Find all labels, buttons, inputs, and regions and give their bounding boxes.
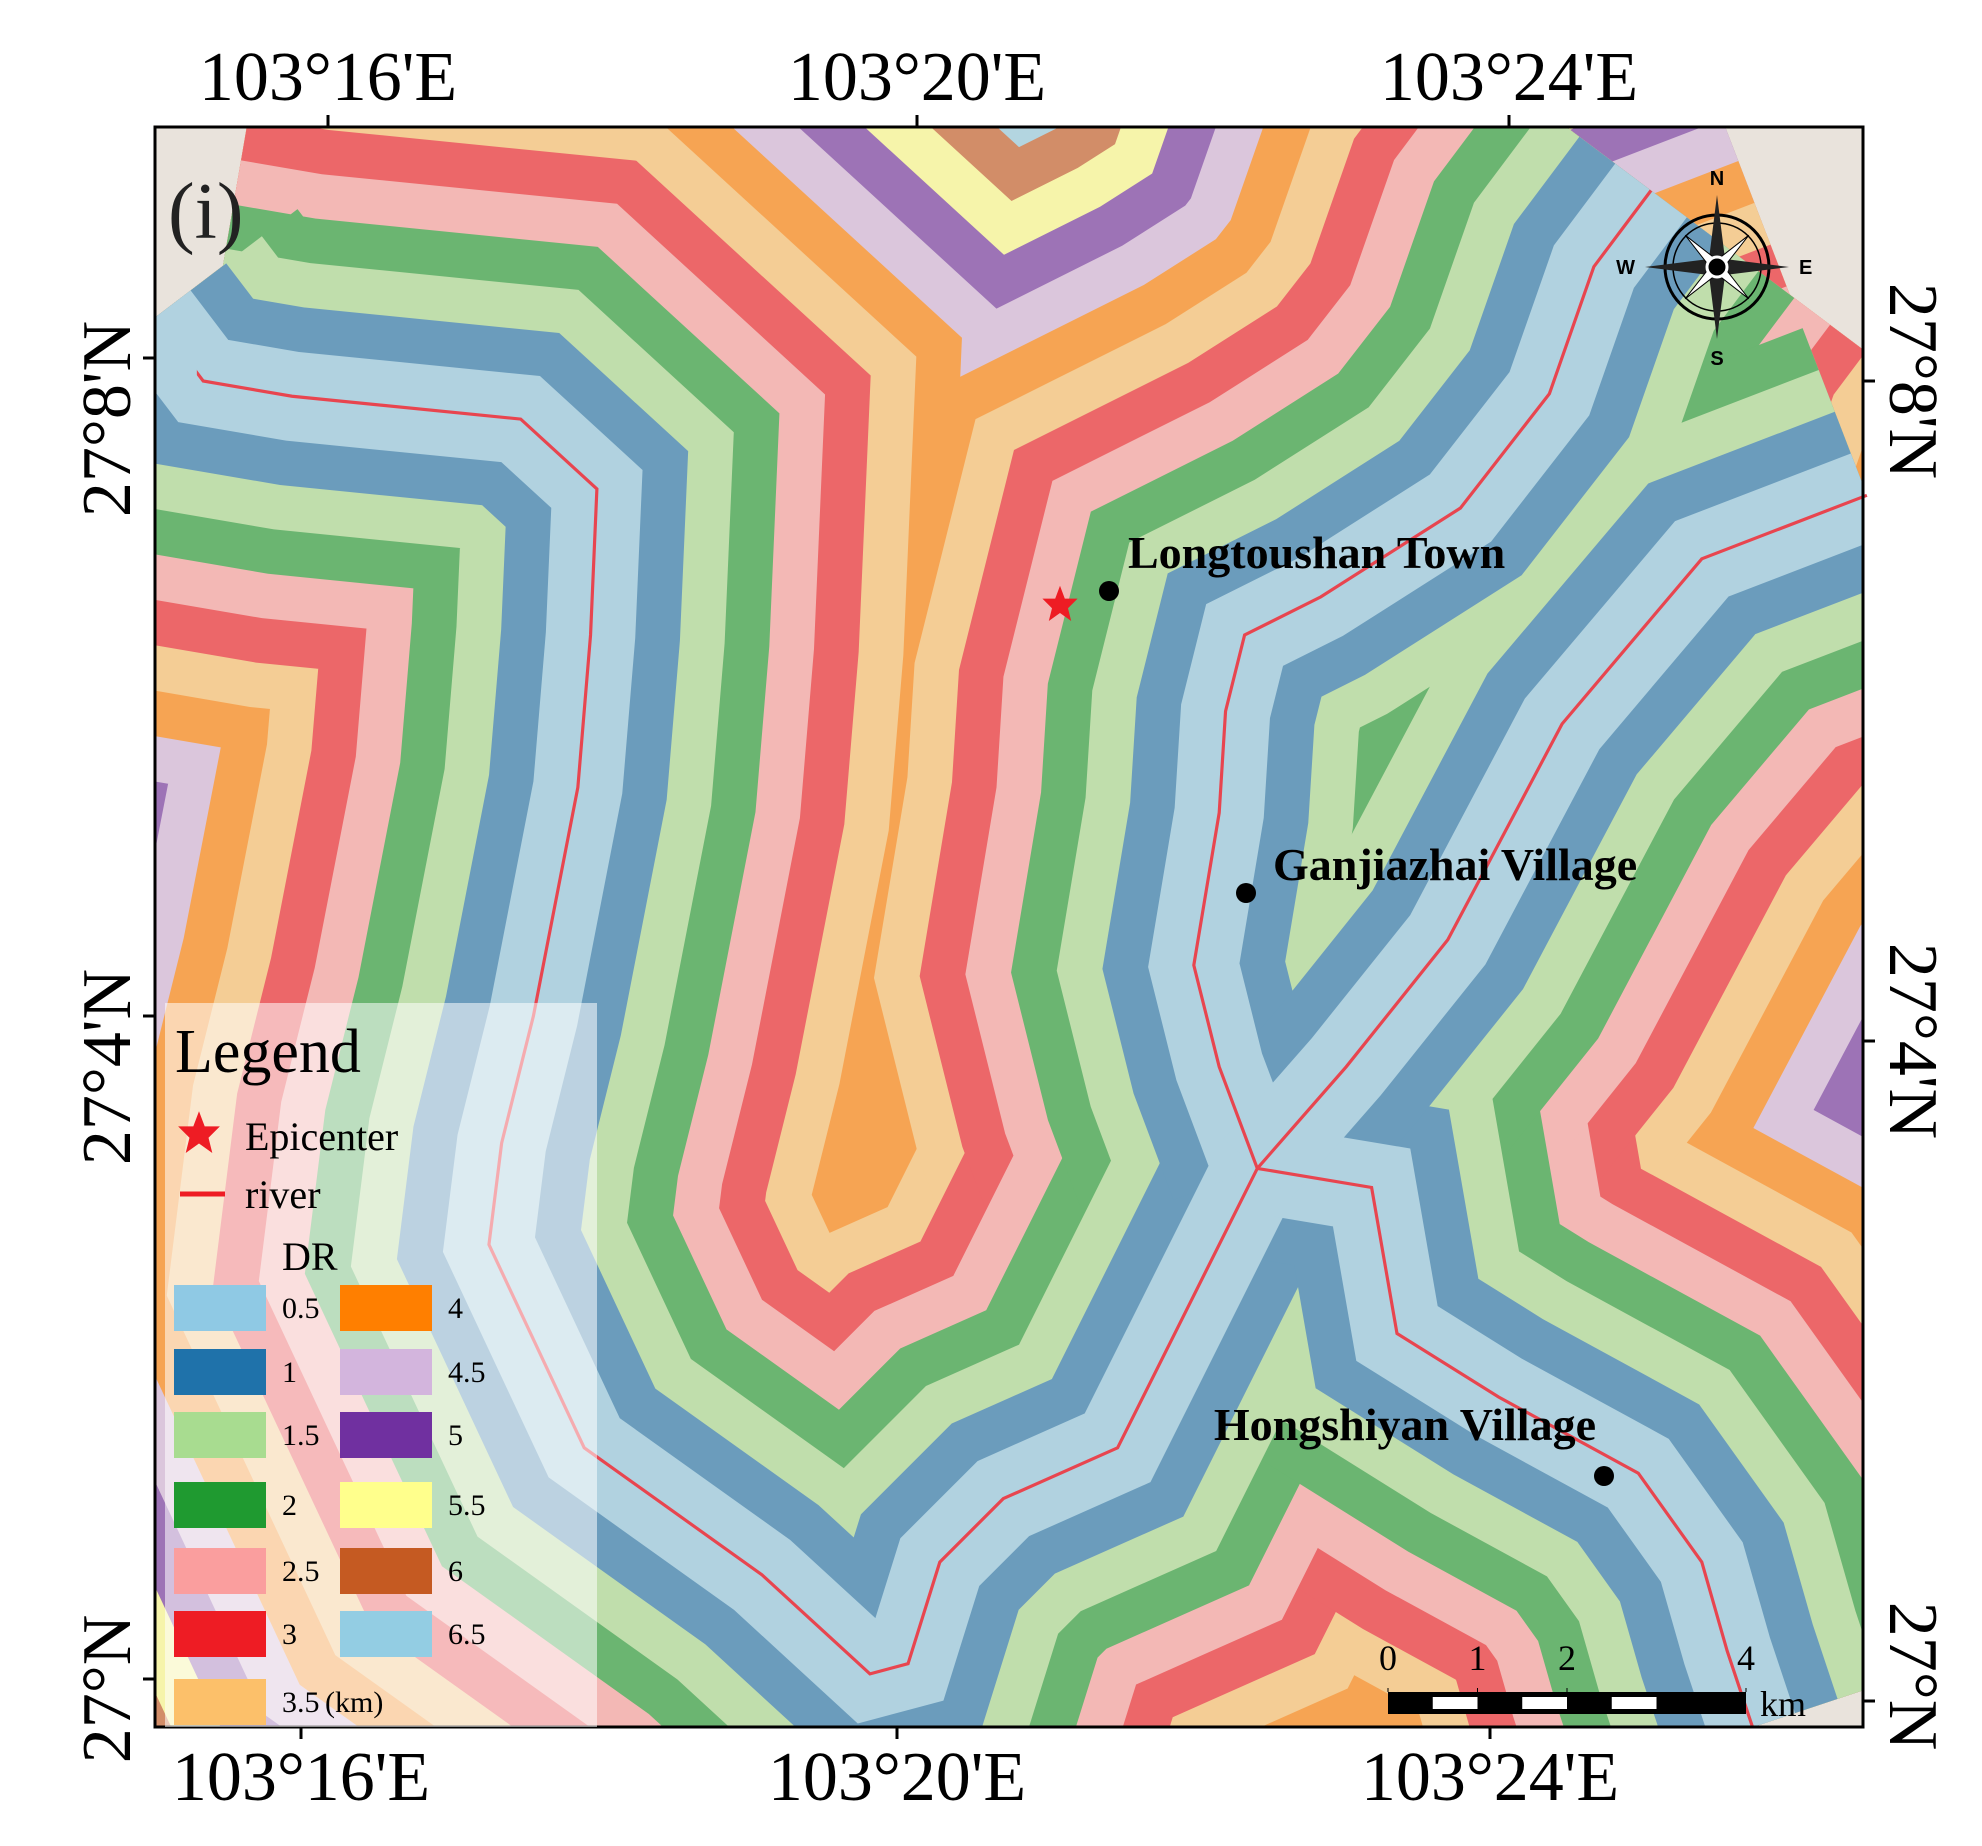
legend-swatch: [340, 1349, 432, 1395]
legend-swatch: [340, 1412, 432, 1458]
left-label: 27°8'N: [69, 321, 146, 517]
legend-swatch: [174, 1611, 266, 1657]
legend-swatch: [174, 1285, 266, 1331]
place-dot: [1594, 1466, 1614, 1486]
legend-swatch: [174, 1349, 266, 1395]
legend-unit: (km): [325, 1686, 383, 1719]
legend-class-label: 3.5: [282, 1686, 320, 1719]
epicenter-star: [1042, 585, 1078, 621]
legend-class-label: 5: [448, 1419, 463, 1452]
legend-class-label: 6.5: [448, 1618, 486, 1651]
legend-swatch: [174, 1679, 266, 1725]
legend-title: Legend: [175, 1018, 361, 1086]
legend-class-label: 0.5: [282, 1292, 320, 1325]
legend-dr-title: DR: [282, 1234, 338, 1279]
scale-bar-segment: [1611, 1697, 1657, 1709]
legend-class-label: 6: [448, 1555, 463, 1588]
scale-tick-label: 2: [1558, 1638, 1576, 1678]
place-label: Longtoushan Town: [1128, 527, 1505, 578]
left-label: 27°4'N: [69, 969, 146, 1165]
legend-swatch: [340, 1611, 432, 1657]
legend-class-label: 2.5: [282, 1555, 320, 1588]
bottom-label: 103°16'E: [172, 1739, 430, 1816]
scale-tick-label: 0: [1379, 1638, 1397, 1678]
left-label: 27°N: [69, 1615, 146, 1764]
legend-river: river: [245, 1172, 321, 1217]
legend-class-label: 2: [282, 1489, 297, 1522]
frame-ticks: [143, 115, 1875, 1739]
scale-tick-label: 4: [1737, 1638, 1755, 1678]
scale-unit: km: [1760, 1684, 1806, 1724]
legend-swatch: [340, 1285, 432, 1331]
right-label: 27°N: [1874, 1602, 1951, 1751]
scale-bar-segment: [1432, 1697, 1478, 1709]
scale-bar: 0 1 2 4km: [1379, 1638, 1806, 1724]
legend-class-label: 4.5: [448, 1356, 486, 1389]
legend-swatch: [174, 1412, 266, 1458]
place-label: Hongshiyan Village: [1214, 1399, 1596, 1450]
legend-swatch: [340, 1482, 432, 1528]
legend-swatch: [174, 1482, 266, 1528]
legend-epicenter: Epicenter: [245, 1114, 398, 1159]
top-label: 103°24'E: [1380, 39, 1638, 116]
compass: N S W E: [1616, 168, 1812, 370]
legend-swatch: [174, 1548, 266, 1594]
right-label: 27°4'N: [1874, 943, 1951, 1139]
top-label: 103°16'E: [199, 39, 457, 116]
legend-class-label: 5.5: [448, 1489, 486, 1522]
legend: Legend Epicenter river DR 0.5 1 1.5 2 2.5 3 3.…: [165, 1003, 597, 1727]
right-label: 27°8'N: [1874, 283, 1951, 479]
scale-bar-segment: [1522, 1697, 1567, 1709]
legend-swatch: [340, 1548, 432, 1594]
legend-epicenter-symbol: [178, 1111, 220, 1153]
compass-s: S: [1710, 348, 1723, 370]
map-frame: [153, 125, 1865, 1729]
compass-n: N: [1710, 168, 1724, 190]
places: Longtoushan Town Ganjiazhai Village Hong…: [1042, 527, 1637, 1486]
legend-class-label: 1: [282, 1356, 297, 1389]
bottom-label: 103°20'E: [768, 1739, 1026, 1816]
place-dot: [1236, 883, 1256, 903]
place-dot: [1099, 581, 1119, 601]
place-label: Ganjiazhai Village: [1273, 839, 1637, 890]
scale-tick-label: 1: [1469, 1638, 1487, 1678]
legend-class-label: 1.5: [282, 1419, 320, 1452]
panel-label: (i): [168, 168, 244, 256]
legend-class-label: 3: [282, 1618, 297, 1651]
top-label: 103°20'E: [788, 39, 1046, 116]
compass-center: [1705, 255, 1729, 279]
coordinate-labels: 103°16'E 103°20'E 103°24'E 103°16'E 103°…: [69, 39, 1951, 1816]
compass-w: W: [1616, 257, 1635, 279]
compass-e: E: [1799, 257, 1812, 279]
bottom-label: 103°24'E: [1361, 1739, 1619, 1816]
legend-class-label: 4: [448, 1292, 463, 1325]
